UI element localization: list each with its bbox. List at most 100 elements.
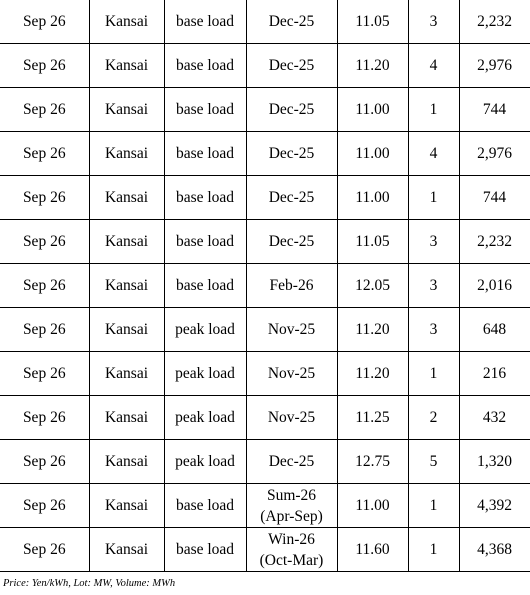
area-cell: Kansai bbox=[88, 439, 165, 484]
price-cell: 11.00 bbox=[336, 483, 409, 528]
table-row: Sep 26 Kansai base load Sum-26 (Apr-Sep) 11.… bbox=[0, 483, 530, 528]
load-type-cell: base load bbox=[163, 219, 247, 264]
table-row: Sep 26 Kansai peak load Nov-25 11.20 3 648 bbox=[0, 307, 530, 352]
lot-cell: 3 bbox=[407, 0, 460, 44]
lot-cell: 1 bbox=[407, 175, 460, 220]
area-cell: Kansai bbox=[88, 87, 165, 132]
area-cell: Kansai bbox=[88, 219, 165, 264]
volume-cell: 2,232 bbox=[458, 0, 530, 44]
load-type-cell: base load bbox=[163, 43, 247, 88]
area-cell: Kansai bbox=[88, 263, 165, 308]
trade-date-cell: Sep 26 bbox=[0, 483, 90, 528]
area-cell: Kansai bbox=[88, 131, 165, 176]
load-type-cell: peak load bbox=[163, 395, 247, 440]
volume-cell: 648 bbox=[458, 307, 530, 352]
volume-cell: 2,976 bbox=[458, 131, 530, 176]
trades-table: Sep 26 Kansai base load Dec-25 11.05 3 2,232 Se… bbox=[0, 0, 530, 572]
lot-cell: 4 bbox=[407, 131, 460, 176]
trade-date-cell: Sep 26 bbox=[0, 395, 90, 440]
price-cell: 11.00 bbox=[336, 175, 409, 220]
load-type-cell: base load bbox=[163, 0, 247, 44]
delivery-period-cell: Dec-25 bbox=[245, 439, 338, 484]
price-cell: 11.25 bbox=[336, 395, 409, 440]
lot-cell: 1 bbox=[407, 483, 460, 528]
trade-date-cell: Sep 26 bbox=[0, 307, 90, 352]
load-type-cell: peak load bbox=[163, 307, 247, 352]
volume-cell: 1,320 bbox=[458, 439, 530, 484]
volume-cell: 4,368 bbox=[458, 527, 530, 572]
trade-date-cell: Sep 26 bbox=[0, 87, 90, 132]
area-cell: Kansai bbox=[88, 395, 165, 440]
volume-cell: 2,016 bbox=[458, 263, 530, 308]
price-cell: 11.00 bbox=[336, 131, 409, 176]
table-row: Sep 26 Kansai peak load Dec-25 12.75 5 1,320 bbox=[0, 439, 530, 484]
units-footnote: Price: Yen/kWh, Lot: MW, Volume: MWh bbox=[3, 578, 176, 589]
lot-cell: 1 bbox=[407, 527, 460, 572]
table-row: Sep 26 Kansai peak load Nov-25 11.25 2 432 bbox=[0, 395, 530, 440]
load-type-cell: base load bbox=[163, 483, 247, 528]
trade-date-cell: Sep 26 bbox=[0, 175, 90, 220]
price-cell: 12.75 bbox=[336, 439, 409, 484]
price-cell: 11.00 bbox=[336, 87, 409, 132]
volume-cell: 432 bbox=[458, 395, 530, 440]
load-type-cell: base load bbox=[163, 175, 247, 220]
trade-date-cell: Sep 26 bbox=[0, 0, 90, 44]
trade-date-cell: Sep 26 bbox=[0, 439, 90, 484]
table-row: Sep 26 Kansai peak load Nov-25 11.20 1 216 bbox=[0, 351, 530, 396]
delivery-period-cell: Dec-25 bbox=[245, 175, 338, 220]
lot-cell: 5 bbox=[407, 439, 460, 484]
delivery-period-cell: Dec-25 bbox=[245, 219, 338, 264]
price-cell: 11.60 bbox=[336, 527, 409, 572]
load-type-cell: base load bbox=[163, 263, 247, 308]
area-cell: Kansai bbox=[88, 175, 165, 220]
delivery-period-cell: Nov-25 bbox=[245, 307, 338, 352]
table-row: Sep 26 Kansai base load Dec-25 11.00 4 2,976 bbox=[0, 131, 530, 176]
load-type-cell: base load bbox=[163, 527, 247, 572]
area-cell: Kansai bbox=[88, 307, 165, 352]
trade-date-cell: Sep 26 bbox=[0, 527, 90, 572]
volume-cell: 2,232 bbox=[458, 219, 530, 264]
area-cell: Kansai bbox=[88, 527, 165, 572]
trade-date-cell: Sep 26 bbox=[0, 219, 90, 264]
delivery-period-cell: Sum-26 (Apr-Sep) bbox=[245, 483, 338, 528]
area-cell: Kansai bbox=[88, 0, 165, 44]
load-type-cell: peak load bbox=[163, 439, 247, 484]
delivery-period-cell: Nov-25 bbox=[245, 395, 338, 440]
delivery-period-cell: Feb-26 bbox=[245, 263, 338, 308]
table-row: Sep 26 Kansai base load Dec-25 11.05 3 2,232 bbox=[0, 0, 530, 44]
lot-cell: 1 bbox=[407, 87, 460, 132]
volume-cell: 744 bbox=[458, 175, 530, 220]
lot-cell: 1 bbox=[407, 351, 460, 396]
lot-cell: 2 bbox=[407, 395, 460, 440]
delivery-period-cell: Nov-25 bbox=[245, 351, 338, 396]
volume-cell: 216 bbox=[458, 351, 530, 396]
trade-date-cell: Sep 26 bbox=[0, 263, 90, 308]
table-row: Sep 26 Kansai base load Win-26 (Oct-Mar) 11.… bbox=[0, 527, 530, 572]
price-cell: 11.20 bbox=[336, 307, 409, 352]
price-cell: 11.20 bbox=[336, 351, 409, 396]
volume-cell: 4,392 bbox=[458, 483, 530, 528]
table-row: Sep 26 Kansai base load Dec-25 11.05 3 2,232 bbox=[0, 219, 530, 264]
area-cell: Kansai bbox=[88, 43, 165, 88]
trade-date-cell: Sep 26 bbox=[0, 131, 90, 176]
lot-cell: 3 bbox=[407, 219, 460, 264]
price-cell: 11.05 bbox=[336, 0, 409, 44]
load-type-cell: base load bbox=[163, 87, 247, 132]
volume-cell: 744 bbox=[458, 87, 530, 132]
trade-date-cell: Sep 26 bbox=[0, 351, 90, 396]
table-row: Sep 26 Kansai base load Dec-25 11.00 1 744 bbox=[0, 175, 530, 220]
table-body: Sep 26 Kansai base load Dec-25 11.05 3 2,232 Se… bbox=[0, 0, 530, 572]
trade-date-cell: Sep 26 bbox=[0, 43, 90, 88]
delivery-period-cell: Win-26 (Oct-Mar) bbox=[245, 527, 338, 572]
lot-cell: 4 bbox=[407, 43, 460, 88]
load-type-cell: base load bbox=[163, 131, 247, 176]
area-cell: Kansai bbox=[88, 351, 165, 396]
price-cell: 12.05 bbox=[336, 263, 409, 308]
table-row: Sep 26 Kansai base load Feb-26 12.05 3 2,016 bbox=[0, 263, 530, 308]
table-row: Sep 26 Kansai base load Dec-25 11.20 4 2,976 bbox=[0, 43, 530, 88]
lot-cell: 3 bbox=[407, 307, 460, 352]
price-cell: 11.05 bbox=[336, 219, 409, 264]
load-type-cell: peak load bbox=[163, 351, 247, 396]
lot-cell: 3 bbox=[407, 263, 460, 308]
delivery-period-cell: Dec-25 bbox=[245, 0, 338, 44]
